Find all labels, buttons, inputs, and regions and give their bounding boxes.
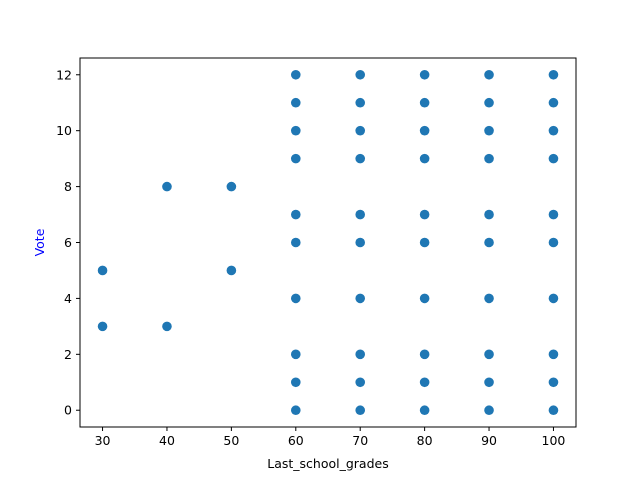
data-point (290, 349, 301, 360)
y-tick-label: 6 (64, 235, 72, 250)
data-point (484, 209, 494, 220)
data-point (419, 293, 430, 304)
data-point (484, 377, 494, 388)
data-point (548, 97, 559, 108)
data-point (355, 69, 366, 80)
x-tick-label: 80 (417, 433, 433, 448)
data-point (290, 153, 301, 164)
data-point (162, 321, 172, 332)
data-point (484, 237, 494, 248)
data-point (484, 293, 494, 304)
data-point (355, 405, 366, 416)
data-point (548, 209, 559, 220)
data-point (97, 321, 108, 332)
data-point (290, 125, 301, 136)
x-tick-label: 30 (95, 433, 111, 448)
x-tick-label: 100 (542, 433, 566, 448)
y-tick-label: 4 (64, 291, 72, 306)
y-tick-label: 2 (64, 347, 72, 362)
data-point (419, 377, 430, 388)
data-point (548, 405, 559, 416)
data-point (290, 237, 301, 248)
data-points (97, 69, 559, 416)
data-point (419, 69, 430, 80)
data-point (419, 349, 430, 360)
data-point (226, 265, 237, 276)
data-point (484, 153, 494, 164)
data-point (548, 349, 559, 360)
data-point (419, 209, 430, 220)
x-tick-label: 60 (288, 433, 304, 448)
data-point (162, 181, 172, 192)
data-point (355, 153, 366, 164)
data-point (484, 97, 494, 108)
x-tick-label: 90 (481, 433, 497, 448)
data-point (419, 237, 430, 248)
y-tick-label: 8 (64, 179, 72, 194)
data-point (290, 293, 301, 304)
data-point (355, 125, 366, 136)
data-point (355, 349, 366, 360)
data-point (484, 349, 494, 360)
y-tick-label: 12 (56, 67, 72, 82)
data-point (290, 405, 301, 416)
x-axis-label: Last_school_grades (267, 456, 388, 471)
data-point (355, 293, 366, 304)
data-point (290, 209, 301, 220)
data-point (226, 181, 237, 192)
data-point (484, 405, 494, 416)
data-point (355, 377, 366, 388)
y-tick-label: 10 (56, 123, 72, 138)
x-axis-ticks: 30 40 50 60 70 80 90 100 (95, 427, 566, 448)
data-point (419, 125, 430, 136)
data-point (548, 153, 559, 164)
x-tick-label: 50 (223, 433, 239, 448)
data-point (548, 237, 559, 248)
data-point (548, 293, 559, 304)
y-tick-label: 0 (64, 403, 72, 418)
data-point (548, 69, 559, 80)
data-point (290, 97, 301, 108)
data-point (355, 237, 366, 248)
x-tick-label: 40 (159, 433, 175, 448)
plot-frame (79, 57, 577, 428)
data-point (484, 69, 494, 80)
data-point (290, 69, 301, 80)
x-tick-label: 70 (352, 433, 368, 448)
data-point (548, 377, 559, 388)
data-point (290, 377, 301, 388)
data-point (419, 405, 430, 416)
data-point (419, 97, 430, 108)
data-point (484, 125, 494, 136)
y-axis-ticks: 0 2 4 6 8 10 12 (56, 67, 80, 418)
data-point (355, 209, 366, 220)
data-point (548, 125, 559, 136)
y-axis-label: Vote (32, 228, 47, 256)
data-point (97, 265, 108, 276)
data-point (355, 97, 366, 108)
data-point (419, 153, 430, 164)
